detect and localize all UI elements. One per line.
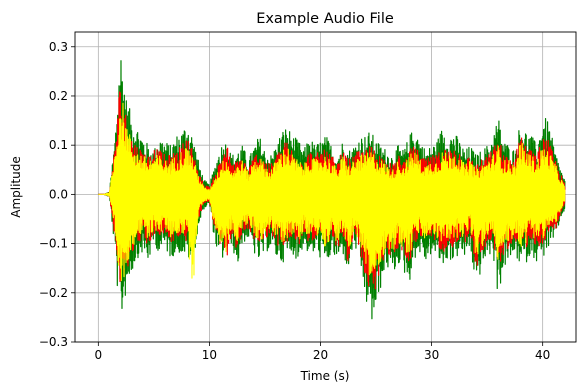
y-tick-label: −0.2: [39, 286, 68, 300]
x-tick-label: 40: [535, 348, 550, 362]
y-tick-label: −0.3: [39, 335, 68, 349]
y-tick-label: 0.0: [49, 187, 68, 201]
x-axis-ticks: 0 10 20 30 40: [95, 342, 550, 362]
y-axis-ticks: −0.3 −0.2 −0.1 0.0 0.1 0.2 0.3: [39, 40, 75, 349]
x-axis-label: Time (s): [300, 369, 350, 383]
y-tick-label: 0.3: [49, 40, 68, 54]
x-tick-label: 20: [313, 348, 328, 362]
waveform-series-2: [98, 102, 566, 282]
x-tick-label: 10: [202, 348, 217, 362]
y-axis-label: Amplitude: [9, 156, 23, 218]
x-tick-label: 30: [424, 348, 439, 362]
series-layer: [98, 60, 566, 320]
y-tick-label: −0.1: [39, 237, 68, 251]
chart-title: Example Audio File: [256, 11, 394, 27]
axes-frame: [74, 31, 577, 343]
plot-area: [98, 60, 566, 320]
y-tick-label: 0.2: [49, 89, 68, 103]
y-tick-label: 0.1: [49, 138, 68, 152]
x-tick-label: 0: [95, 348, 103, 362]
